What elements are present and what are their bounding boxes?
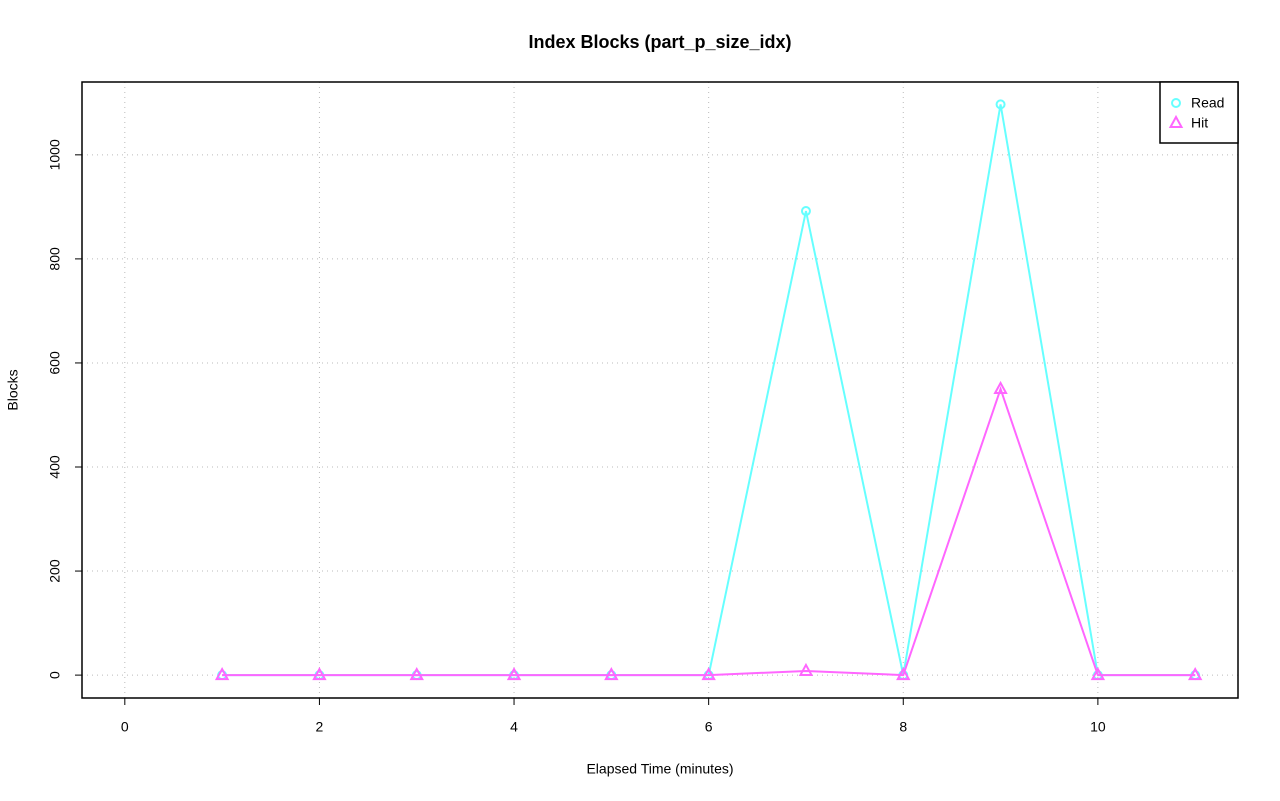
y-tick-label: 800 [47, 247, 63, 271]
y-tick-label: 400 [47, 455, 63, 479]
marker [1168, 114, 1184, 128]
x-tick-label: 8 [899, 719, 907, 735]
y-tick-label: 200 [47, 559, 63, 583]
marker [312, 667, 327, 681]
series-line [222, 104, 1196, 677]
x-tick-label: 6 [705, 719, 713, 735]
marker [1090, 667, 1106, 681]
plot-frame [81, 81, 1239, 699]
marker [604, 667, 619, 681]
marker [1187, 667, 1203, 681]
marker [800, 206, 811, 217]
legend-label: Read [1191, 95, 1224, 111]
marker [993, 380, 1008, 394]
y-tick-label: 600 [47, 351, 63, 375]
y-tick-label: 1000 [47, 139, 63, 170]
marker [896, 667, 911, 681]
y-axis-label: Blocks [5, 369, 21, 410]
chart-title: Index Blocks (part_p_size_idx) [528, 32, 791, 52]
marker [409, 667, 424, 681]
marker [214, 667, 230, 681]
x-tick-label: 10 [1090, 719, 1106, 735]
marker [506, 667, 522, 681]
x-axis-label: Elapsed Time (minutes) [586, 761, 733, 777]
legend-box [1159, 81, 1239, 144]
legend-label: Hit [1191, 115, 1208, 131]
x-tick-label: 0 [121, 719, 129, 735]
marker [1171, 98, 1181, 108]
series-line [222, 385, 1196, 677]
x-tick-label: 2 [316, 719, 324, 735]
marker [995, 99, 1006, 110]
marker [798, 662, 814, 676]
y-tick-label: 0 [47, 671, 63, 679]
x-tick-label: 4 [510, 719, 518, 735]
marker [701, 667, 716, 681]
legend: Read Hit [1159, 81, 1239, 144]
